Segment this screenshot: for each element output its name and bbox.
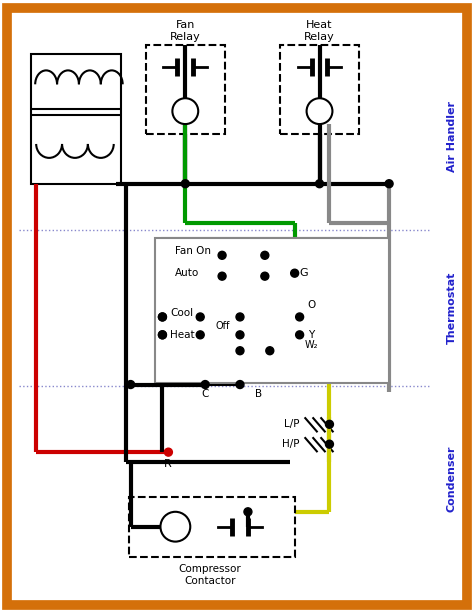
Text: B: B bbox=[255, 389, 262, 400]
Circle shape bbox=[182, 180, 189, 188]
Circle shape bbox=[158, 331, 166, 339]
Text: Condenser: Condenser bbox=[447, 445, 457, 512]
Circle shape bbox=[158, 313, 166, 321]
Circle shape bbox=[158, 313, 166, 321]
Bar bbox=[155, 238, 389, 383]
Circle shape bbox=[164, 448, 173, 456]
Bar bbox=[230, 303, 310, 355]
Circle shape bbox=[296, 313, 304, 321]
Circle shape bbox=[266, 347, 274, 355]
Text: Y: Y bbox=[308, 330, 314, 340]
Circle shape bbox=[127, 381, 135, 389]
Text: W₂: W₂ bbox=[305, 340, 318, 350]
Bar bbox=[31, 55, 121, 184]
Circle shape bbox=[291, 269, 299, 277]
Circle shape bbox=[307, 98, 332, 124]
Text: Thermostat: Thermostat bbox=[447, 272, 457, 344]
Bar bbox=[163, 238, 361, 298]
Circle shape bbox=[218, 272, 226, 280]
Circle shape bbox=[316, 180, 323, 188]
Text: Cool: Cool bbox=[170, 308, 193, 318]
Text: R: R bbox=[164, 459, 171, 469]
Text: G: G bbox=[300, 268, 308, 278]
Bar bbox=[146, 45, 225, 134]
Circle shape bbox=[236, 347, 244, 355]
Circle shape bbox=[173, 98, 198, 124]
Circle shape bbox=[218, 251, 226, 259]
Circle shape bbox=[236, 313, 244, 321]
Circle shape bbox=[296, 331, 304, 339]
Text: O: O bbox=[308, 300, 316, 310]
Circle shape bbox=[196, 313, 204, 321]
Text: Fan On: Fan On bbox=[175, 246, 211, 256]
Text: Relay: Relay bbox=[304, 32, 335, 42]
Text: Relay: Relay bbox=[170, 32, 201, 42]
Text: L/P: L/P bbox=[284, 419, 300, 429]
Circle shape bbox=[196, 331, 204, 339]
Text: Auto: Auto bbox=[175, 268, 200, 278]
Circle shape bbox=[261, 272, 269, 280]
Circle shape bbox=[326, 440, 333, 448]
Circle shape bbox=[236, 331, 244, 339]
Text: C: C bbox=[201, 389, 209, 400]
Circle shape bbox=[158, 331, 166, 339]
Text: Fan: Fan bbox=[176, 20, 195, 29]
Bar bbox=[128, 497, 295, 557]
Circle shape bbox=[161, 512, 190, 542]
Bar bbox=[280, 45, 359, 134]
Circle shape bbox=[201, 381, 209, 389]
Text: Compressor: Compressor bbox=[179, 565, 242, 574]
Text: Contactor: Contactor bbox=[184, 576, 236, 587]
Text: H/P: H/P bbox=[282, 439, 300, 449]
Circle shape bbox=[385, 180, 393, 188]
Circle shape bbox=[236, 381, 244, 389]
Text: Heat: Heat bbox=[170, 330, 195, 340]
Text: Heat: Heat bbox=[306, 20, 333, 29]
Circle shape bbox=[261, 251, 269, 259]
Circle shape bbox=[326, 421, 333, 428]
Circle shape bbox=[244, 508, 252, 516]
Text: Off: Off bbox=[215, 321, 229, 331]
Text: Air Handler: Air Handler bbox=[447, 101, 457, 172]
